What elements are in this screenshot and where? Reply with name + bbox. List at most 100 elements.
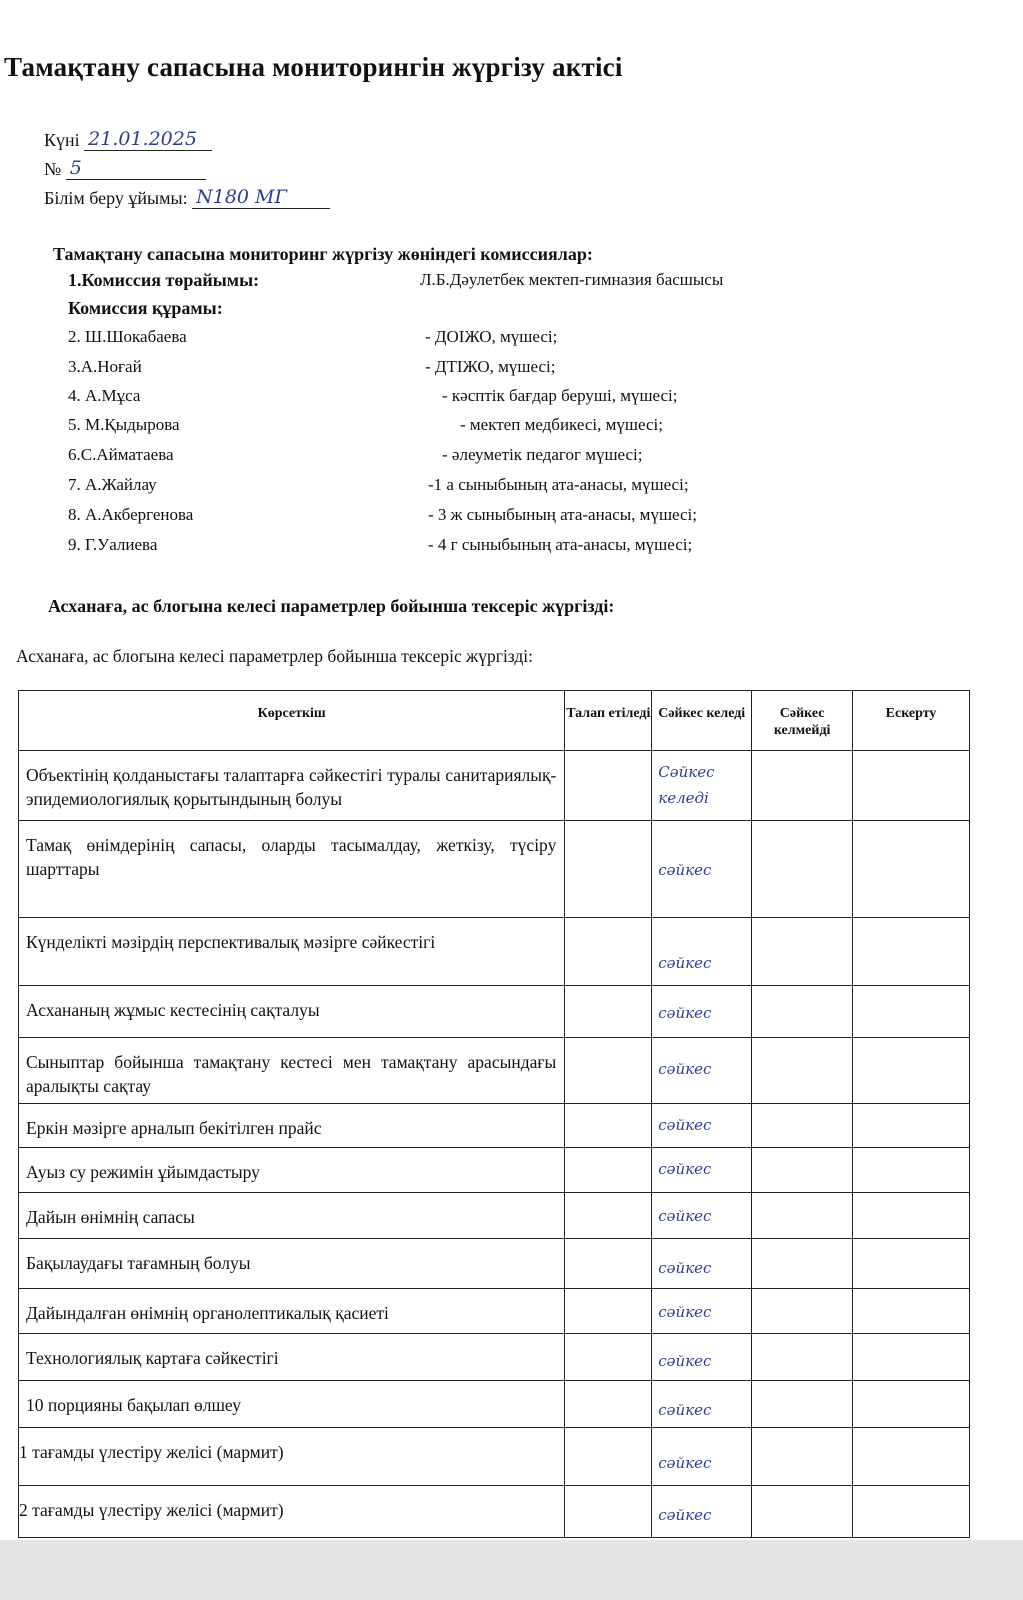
note-cell [852, 1485, 970, 1538]
table-row: Бақылаудағы тағамның болуы сәйкес [17, 1238, 970, 1289]
indicator-cell: Объектінің қолданыстағы талаптарға сәйке… [17, 750, 566, 821]
table-row: 1 тағамды үлестіру желісі (мармит) сәйкес [17, 1427, 970, 1486]
note-cell [852, 1288, 970, 1334]
table-row: Асхананың жұмыс кестесінің сақталуы сәйке… [17, 985, 970, 1038]
note-cell [852, 1238, 970, 1289]
required-cell [564, 820, 653, 918]
noncompliant-cell [751, 1485, 854, 1538]
compliant-cell: сәйкес [651, 917, 753, 986]
noncompliant-cell [751, 820, 854, 918]
table-row: Объектінің қолданыстағы талаптарға сәйке… [17, 750, 970, 821]
table-row: Сыныптар бойынша тамақтану кестесі мен т… [17, 1037, 970, 1104]
compliant-cell: Сәйкес келеді [651, 750, 753, 821]
member-name: 6.С.Айматаева [68, 445, 174, 464]
noncompliant-cell [751, 1427, 854, 1486]
compliant-cell: сәйкес [651, 985, 753, 1038]
indicator-cell: Күнделікті мәзірдің перспективалық мәзір… [17, 917, 566, 986]
date-line: Күні 21.01.2025 [44, 128, 213, 151]
required-cell [564, 1037, 653, 1104]
member-role: - ДТІЖО, мүшесі; [425, 357, 556, 376]
member-name: 2. Ш.Шокабаева [68, 327, 187, 346]
compliant-cell: сәйкес [651, 1147, 753, 1193]
note-cell [852, 985, 970, 1038]
indicator-cell: 2 тағамды үлестіру желісі (мармит) [17, 1485, 566, 1538]
table-row: 2 тағамды үлестіру желісі (мармит) сәйкес [17, 1485, 970, 1538]
date-value: 21.01.2025 [84, 128, 213, 151]
indicator-cell: Еркін мәзірге арналып бекітілген прайс [17, 1103, 566, 1148]
table-row: Дайындалған өнімнің органолептикалық қас… [17, 1288, 970, 1334]
noncompliant-cell [751, 985, 854, 1038]
bottom-bar [0, 1540, 1023, 1600]
required-cell [564, 1380, 653, 1428]
note-cell [852, 1103, 970, 1148]
commission-heading: Тамақтану сапасына мониторинг жүргізу жө… [53, 244, 593, 264]
required-cell [564, 1288, 653, 1334]
indicator-cell: Дайын өнімнің сапасы [17, 1192, 566, 1239]
indicator-cell: Бақылаудағы тағамның болуы [17, 1238, 566, 1289]
number-label: № [44, 159, 62, 179]
indicator-cell: Технологиялық картаға сәйкестігі [17, 1333, 566, 1381]
compliant-cell: сәйкес [651, 1238, 753, 1289]
table-row: Еркін мәзірге арналып бекітілген прайс сә… [17, 1103, 970, 1148]
indicator-cell: Асхананың жұмыс кестесінің сақталуы [17, 985, 566, 1038]
member-role: - әлеуметік педагог мүшесі; [442, 445, 643, 464]
note-cell [852, 1192, 970, 1239]
required-cell [564, 1147, 653, 1193]
header-required: Талап етіледі [564, 690, 653, 751]
indicator-cell: Сыныптар бойынша тамақтану кестесі мен т… [17, 1037, 566, 1104]
required-cell [564, 1238, 653, 1289]
noncompliant-cell [751, 1103, 854, 1148]
noncompliant-cell [751, 1147, 854, 1193]
compliant-cell: сәйкес [651, 1485, 753, 1538]
member-role: -1 а сыныбының ата-анасы, мүшесі; [428, 475, 689, 494]
compliant-cell: сәйкес [651, 1427, 753, 1486]
compliant-cell: сәйкес [651, 1103, 753, 1148]
noncompliant-cell [751, 1288, 854, 1334]
indicator-cell: Тамақ өнімдерінің сапасы, оларды тасымал… [17, 820, 566, 918]
table-row: Технологиялық картаға сәйкестігі сәйкес [17, 1333, 970, 1381]
chair-value: Л.Б.Дәулетбек мектеп-гимназия басшысы [420, 270, 724, 289]
noncompliant-cell [751, 1037, 854, 1104]
table-row: 10 порцияны бақылап өлшеу сәйкес [17, 1380, 970, 1428]
header-indicator: Көрсеткіш [17, 690, 566, 751]
member-name: 5. М.Қыдырова [68, 415, 180, 434]
member-name: 3.А.Ноғай [68, 357, 142, 376]
member-name: 7. А.Жайлау [68, 475, 157, 494]
member-role: - 4 г сыныбының ата-анасы, мүшесі; [428, 535, 693, 554]
indicator-cell: 1 тағамды үлестіру желісі (мармит) [17, 1427, 566, 1486]
noncompliant-cell [751, 1238, 854, 1289]
section-heading: Асханаға, ас блогына келесі параметрлер … [48, 596, 615, 616]
member-role: - 3 ж сыныбының ата-анасы, мүшесі; [428, 505, 697, 524]
required-cell [564, 1485, 653, 1538]
table-row: Ауыз су режимін ұйымдастыру сәйкес [17, 1147, 970, 1193]
table-row: Тамақ өнімдерінің сапасы, оларды тасымал… [17, 820, 970, 918]
members-heading: Комиссия құрамы: [68, 298, 223, 318]
required-cell [564, 1103, 653, 1148]
note-cell [852, 820, 970, 918]
indicator-cell: Ауыз су режимін ұйымдастыру [17, 1147, 566, 1193]
compliant-cell: сәйкес [651, 1037, 753, 1104]
org-label: Білім беру ұйымы: [44, 188, 188, 208]
header-noncompliant: Сәйкес келмейді [751, 690, 854, 751]
member-role: - мектеп медбикесі, мүшесі; [460, 415, 663, 434]
document-title: Тамақтану сапасына мониторингін жүргізу … [4, 52, 623, 82]
indicator-cell: Дайындалған өнімнің органолептикалық қас… [17, 1288, 566, 1334]
compliant-cell: сәйкес [651, 1380, 753, 1428]
org-line: Білім беру ұйымы: N180 МГ [44, 186, 331, 209]
note-cell [852, 1147, 970, 1193]
chair-label: 1.Комиссия төрайымы: [68, 270, 260, 290]
number-value: 5 [65, 157, 206, 180]
compliant-cell: сәйкес [651, 820, 753, 918]
table-row: Күнделікті мәзірдің перспективалық мәзір… [17, 917, 970, 986]
compliant-cell: сәйкес [651, 1192, 753, 1239]
header-note: Ескерту [852, 690, 970, 751]
noncompliant-cell [751, 1380, 854, 1428]
required-cell [564, 1333, 653, 1381]
compliant-cell: сәйкес [651, 1333, 753, 1381]
required-cell [564, 750, 653, 821]
member-role: - ДОІЖО, мүшесі; [425, 327, 558, 346]
required-cell [564, 917, 653, 986]
required-cell [564, 1192, 653, 1239]
member-name: 9. Г.Уалиева [68, 535, 158, 554]
noncompliant-cell [751, 1333, 854, 1381]
